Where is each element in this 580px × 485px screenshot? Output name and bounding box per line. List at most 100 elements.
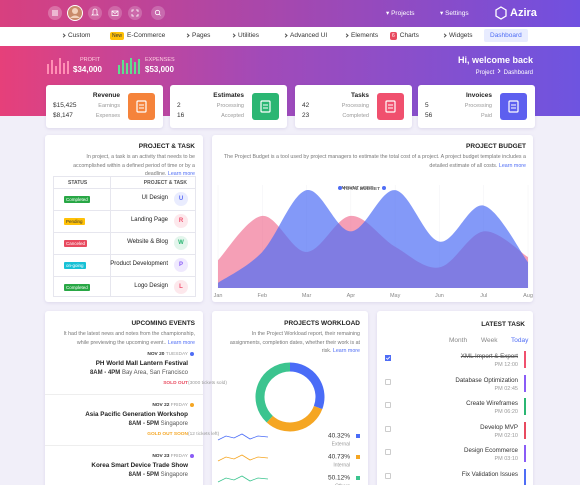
task-name: Design Ecommerce	[464, 447, 518, 454]
status-badge: Completed	[64, 196, 90, 203]
nav-label[interactable]: Charts	[399, 32, 419, 39]
breadcrumb-item[interactable]: Project	[475, 70, 495, 76]
task-color-bar	[524, 351, 526, 368]
card-title: UPCOMING EVENTS	[131, 320, 195, 327]
task-time: PM 06:20	[494, 409, 518, 415]
event-dot	[190, 454, 194, 458]
card-description: In project, a task is an activity that n…	[55, 153, 195, 179]
event-place: Singapore	[160, 421, 188, 427]
nav-label[interactable]: Advanced UI	[290, 32, 328, 39]
learn-more-link[interactable]: Learn more	[167, 339, 195, 346]
settings-menu[interactable]: ▾ Settings	[440, 10, 469, 17]
event-weekday: FRIDAY	[170, 403, 188, 408]
menu-button[interactable]	[48, 6, 62, 20]
brand-name: Azira	[510, 7, 537, 19]
nav-caret	[185, 33, 190, 38]
nav-item[interactable]: Elements	[344, 32, 379, 39]
settings-label[interactable]: Settings	[445, 10, 469, 17]
path	[263, 104, 268, 109]
stat-card: Revenue $15,425 Earnings $8,147 Expenses	[46, 85, 163, 128]
task-checkbox[interactable]	[385, 449, 391, 455]
nav-item[interactable]: 6 Charts	[390, 32, 419, 40]
welcome-title: Hi, welcome back	[457, 55, 533, 65]
x-tick-label: Jun	[435, 293, 444, 299]
legend-swatch	[356, 455, 360, 459]
learn-more-link[interactable]: Learn more	[498, 162, 526, 169]
task-checkbox[interactable]	[385, 378, 391, 385]
task-checkbox[interactable]	[385, 355, 391, 361]
description-text: In the Project Workload report, their re…	[229, 331, 360, 354]
topbar: ▾ Projects ▾ Settings Azira	[0, 0, 580, 27]
nav-label[interactable]: E-Commerce	[127, 32, 166, 39]
learn-more-link[interactable]: Learn more	[167, 171, 195, 177]
path	[111, 10, 119, 15]
card-title: PROJECT & TASK	[138, 143, 195, 150]
nav-item[interactable]: Utilities	[231, 32, 259, 39]
icon-glyph	[260, 100, 271, 113]
task-checkbox[interactable]	[385, 425, 391, 432]
projects-menu[interactable]: ▾ Projects	[386, 10, 415, 17]
profit-value: $34,000	[73, 65, 102, 74]
search-button[interactable]	[151, 6, 165, 20]
task-checkbox[interactable]	[385, 472, 391, 479]
nav-label[interactable]: Widgets	[449, 32, 473, 39]
x-tick-label: May	[390, 293, 401, 299]
x-tick-label: Feb	[258, 293, 267, 299]
rect	[51, 60, 53, 74]
rect	[126, 63, 128, 74]
stat-card: Invoices 5 Processing 56 Paid	[418, 85, 535, 128]
nav-caret	[344, 33, 349, 38]
description-text: It had the latest news and notes from th…	[63, 331, 195, 346]
nav-caret	[231, 33, 236, 38]
stat-icon	[252, 93, 279, 120]
nav-label[interactable]: Elements	[351, 32, 379, 39]
icon-glyph	[508, 100, 519, 113]
learn-more-link[interactable]: Learn more	[332, 348, 360, 354]
nav-caret	[61, 33, 66, 38]
row-divider	[54, 188, 195, 189]
nav-item[interactable]: Widgets	[442, 32, 473, 39]
task-checkbox[interactable]	[385, 402, 391, 408]
tab[interactable]: Week	[481, 337, 498, 344]
mail-button[interactable]	[108, 6, 122, 20]
nav-label[interactable]: Pages	[192, 32, 211, 39]
nav-item[interactable]: Advanced UI	[283, 32, 328, 39]
icon-glyph	[385, 100, 396, 113]
nav-label[interactable]: Custom	[68, 32, 91, 39]
event-place: Singapore	[160, 472, 188, 478]
navbar: Custom New E-Commerce Pages Utilities Advance…	[0, 27, 580, 46]
tab[interactable]: Today	[511, 337, 529, 344]
projects-label[interactable]: Projects	[391, 10, 415, 17]
task-name: Landing Page	[130, 217, 168, 223]
workload-chart: 40.32%External 40.73%Internal 50.12%Others	[217, 362, 360, 485]
nav-item[interactable]: Dashboard	[484, 29, 528, 42]
nav-item[interactable]: New E-Commerce	[110, 32, 166, 40]
nav-label[interactable]: Dashboard	[490, 32, 522, 39]
nav-item[interactable]: Pages	[185, 32, 211, 39]
event-hours: 8AM - 4PM	[89, 370, 121, 376]
task-name: Develop MVP	[480, 423, 518, 431]
stat-card: Tasks 42 Processing 23 Completed	[295, 85, 412, 128]
stat-icon	[128, 93, 155, 120]
status-badge: Completed	[64, 284, 90, 291]
tab[interactable]: Month	[449, 337, 468, 344]
stat-value: $15,425	[53, 102, 77, 109]
nav-label[interactable]: Utilities	[238, 32, 259, 39]
legend-label: Others	[335, 483, 351, 485]
avatar[interactable]	[67, 5, 83, 21]
stat-title: Estimates	[213, 92, 244, 99]
notifications-button[interactable]	[88, 6, 102, 20]
nav-item[interactable]: Custom	[61, 32, 91, 39]
circle	[128, 6, 142, 20]
event-date: NOV 20 TUESDAY	[147, 352, 188, 357]
fullscreen-button[interactable]	[128, 6, 142, 20]
rect	[118, 65, 120, 74]
stat-label: Processing	[464, 103, 492, 109]
stat-value: $8,147	[53, 112, 73, 119]
event-status: SOLD OUT (3000 tickets sold)	[163, 381, 227, 386]
row-divider	[54, 232, 195, 233]
task-name: XML Import & Export	[460, 353, 518, 360]
breadcrumb-separator	[497, 68, 501, 74]
status-text: GOLD OUT SOON	[147, 432, 188, 437]
